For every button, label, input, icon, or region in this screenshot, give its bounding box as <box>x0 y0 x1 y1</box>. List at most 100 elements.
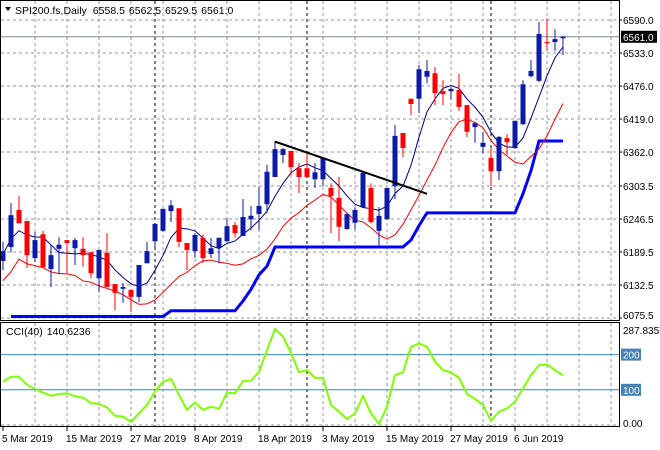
current-price-label: 6561.0 <box>623 33 654 44</box>
candle-bullish[interactable] <box>528 59 534 78</box>
candle-bullish[interactable] <box>392 124 398 199</box>
candle-bullish[interactable] <box>248 205 254 231</box>
candle-bearish[interactable] <box>88 252 94 279</box>
cci-header-line: CCI(40) 140.6236 <box>6 326 91 338</box>
candle-bearish[interactable] <box>440 80 446 106</box>
candle-bullish[interactable] <box>208 237 214 259</box>
candle-bullish[interactable] <box>56 237 62 275</box>
candle-bearish[interactable] <box>328 183 334 234</box>
candle-bullish[interactable] <box>344 212 350 230</box>
candle-body <box>488 157 494 172</box>
candle-bullish[interactable] <box>216 237 222 264</box>
symbol-label: SPI200.fs,Daily <box>15 5 88 17</box>
candle-bearish[interactable] <box>288 150 294 176</box>
candle-bullish[interactable] <box>280 148 286 164</box>
candle-bearish[interactable] <box>368 183 374 224</box>
candle-bullish[interactable] <box>72 237 78 266</box>
candle-body <box>128 289 134 297</box>
candle-body <box>544 42 550 44</box>
open-value: 6558.5 <box>93 5 125 17</box>
candle-bullish[interactable] <box>320 157 326 187</box>
candle-bearish[interactable] <box>64 240 70 274</box>
candle-body <box>480 142 486 147</box>
candle-bearish[interactable] <box>456 73 462 111</box>
candle-bullish[interactable] <box>448 87 454 100</box>
candle-bullish[interactable] <box>32 231 38 263</box>
candle-bullish[interactable] <box>552 29 558 52</box>
candle-bullish[interactable] <box>376 207 382 246</box>
current-price-badge <box>621 30 657 43</box>
candle-body <box>496 136 502 172</box>
candle-bullish[interactable] <box>536 21 542 82</box>
candle-bearish[interactable] <box>488 148 494 187</box>
candle-bullish[interactable] <box>520 80 526 125</box>
candle-bullish[interactable] <box>480 131 486 154</box>
candle-bullish[interactable] <box>352 207 358 230</box>
candle-bullish[interactable] <box>120 282 126 303</box>
price-panel[interactable] <box>0 18 566 319</box>
candle-bearish[interactable] <box>24 220 30 268</box>
candle-bearish[interactable] <box>128 289 134 312</box>
candle-body <box>32 240 38 259</box>
candle-bullish[interactable] <box>96 249 102 293</box>
candle-bearish[interactable] <box>200 234 206 264</box>
candle-bullish[interactable] <box>496 135 502 180</box>
candle-bearish[interactable] <box>464 105 470 137</box>
grid-layer <box>1 1 619 426</box>
candle-bullish[interactable] <box>240 198 246 237</box>
candle-body <box>80 248 86 256</box>
candle-bullish[interactable] <box>416 65 422 114</box>
candle-bullish[interactable] <box>136 265 142 303</box>
candle-bullish[interactable] <box>272 141 278 177</box>
candle-bearish[interactable] <box>104 233 110 288</box>
date-label: 27 May 2019 <box>450 434 508 445</box>
candle-bearish[interactable] <box>400 132 406 158</box>
price-tick-label: 6303.5 <box>623 182 654 193</box>
candle-bullish[interactable] <box>192 233 198 259</box>
candle-bullish[interactable] <box>152 223 158 248</box>
date-label: 6 Jun 2019 <box>514 434 564 445</box>
candle-bullish[interactable] <box>472 121 478 143</box>
candle-body <box>336 197 342 227</box>
candle-bearish[interactable] <box>80 237 86 267</box>
candle-bearish[interactable] <box>16 196 22 224</box>
candle-bullish[interactable] <box>560 35 566 56</box>
candle-bullish[interactable] <box>256 186 262 231</box>
candle-bearish[interactable] <box>112 284 118 311</box>
candle-bearish[interactable] <box>40 230 46 268</box>
candle-bullish[interactable] <box>8 203 14 253</box>
candle-bearish[interactable] <box>176 208 182 248</box>
candle-bearish[interactable] <box>296 163 302 194</box>
candle-bearish[interactable] <box>408 98 414 115</box>
cci-level-badge <box>621 383 641 396</box>
candle-bullish[interactable] <box>360 171 366 208</box>
candle-bearish[interactable] <box>336 176 342 242</box>
candle-bullish[interactable] <box>512 120 518 150</box>
candle-body <box>176 208 182 242</box>
candle-body <box>560 36 566 39</box>
candle-bullish[interactable] <box>264 164 270 213</box>
cci-panel[interactable] <box>1 327 619 426</box>
candle-bullish[interactable] <box>384 187 390 220</box>
candle-bearish[interactable] <box>544 18 550 51</box>
trendline[interactable] <box>274 140 428 195</box>
candle-body <box>152 223 158 242</box>
dropdown-triangle-icon[interactable] <box>5 7 11 11</box>
candle-bullish[interactable] <box>424 59 430 84</box>
candle-bearish[interactable] <box>504 134 510 155</box>
candle-bullish[interactable] <box>224 218 230 242</box>
candle-body <box>504 138 510 143</box>
candle-body <box>104 252 110 288</box>
candle-body <box>16 209 22 224</box>
candle-bullish[interactable] <box>168 200 174 223</box>
candle-bullish[interactable] <box>160 208 166 232</box>
candle-bullish[interactable] <box>144 241 150 264</box>
candle-bearish[interactable] <box>232 222 238 238</box>
candle-bearish[interactable] <box>304 153 310 177</box>
candle-bullish[interactable] <box>312 163 318 188</box>
candle-bullish[interactable] <box>48 244 54 288</box>
candle-bullish[interactable] <box>0 241 6 271</box>
candle-bearish[interactable] <box>432 66 438 106</box>
candle-bearish[interactable] <box>184 242 190 271</box>
